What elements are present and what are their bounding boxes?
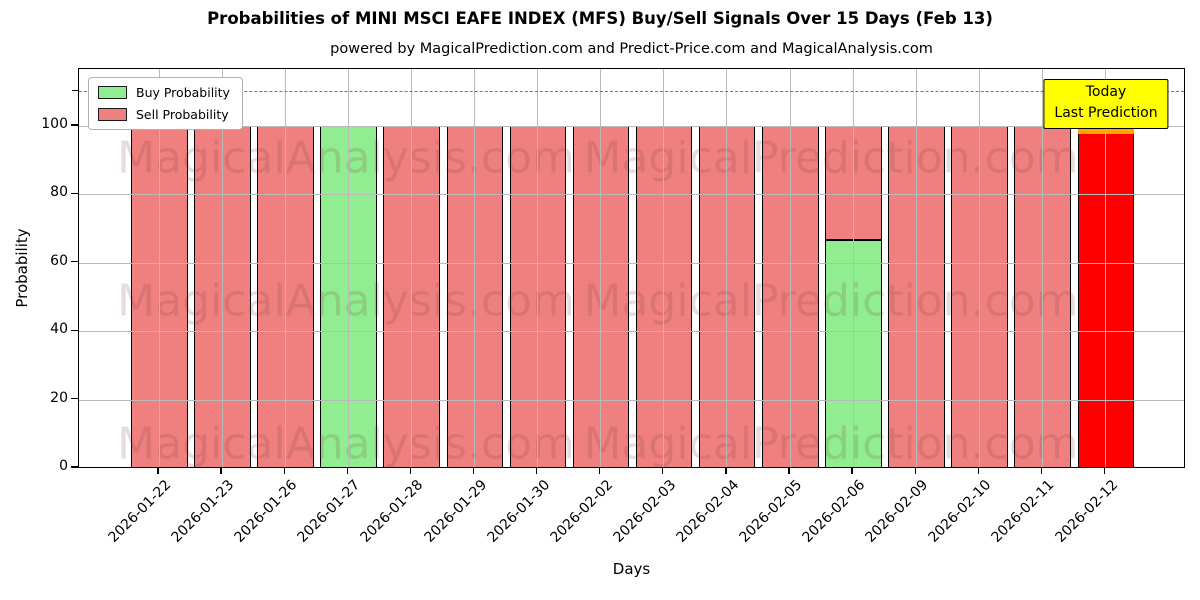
sell-swatch-icon	[98, 108, 127, 121]
y-tick	[71, 124, 78, 126]
legend-sell-label: Sell Probability	[136, 107, 229, 122]
x-gridline	[726, 69, 728, 467]
x-gridline	[221, 69, 223, 467]
y-tick	[71, 329, 78, 331]
y-gridline	[79, 126, 1184, 127]
x-axis-label: Days	[612, 560, 651, 578]
x-tick	[535, 468, 538, 474]
y-gridline	[79, 399, 1184, 401]
y-gridline	[79, 331, 1184, 333]
x-tick	[914, 468, 916, 474]
y-tick-label: 80	[50, 184, 68, 201]
x-tick	[409, 468, 412, 474]
x-gridline	[1041, 69, 1043, 467]
y-tick-label: 100	[41, 116, 68, 132]
y-tick	[71, 466, 78, 468]
x-tick	[346, 468, 348, 474]
x-gridline	[284, 69, 286, 467]
x-gridline	[347, 69, 349, 467]
y-tick-dashed-level	[72, 90, 78, 92]
today-annotation-line2: Last Prediction	[1054, 105, 1158, 121]
x-gridline	[852, 69, 854, 467]
x-gridline	[915, 69, 917, 467]
x-tick	[662, 468, 664, 474]
x-gridline	[158, 69, 160, 467]
legend-buy-label: Buy Probability	[136, 85, 230, 100]
chart-subtitle: powered by MagicalPrediction.com and Pre…	[330, 41, 933, 57]
x-gridline	[600, 69, 602, 467]
legend-item-buy: Buy Probability	[98, 85, 230, 100]
x-tick	[472, 468, 475, 474]
y-tick-label: 60	[50, 252, 68, 269]
legend-item-sell: Sell Probability	[98, 107, 230, 122]
x-gridline	[789, 69, 791, 467]
x-gridline	[474, 69, 475, 467]
x-tick	[977, 468, 979, 474]
y-tick-label: 20	[50, 389, 68, 406]
x-tick	[599, 468, 601, 474]
x-gridline	[1105, 69, 1106, 467]
x-tick	[220, 468, 222, 474]
legend: Buy Probability Sell Probability	[88, 77, 243, 130]
x-gridline	[978, 69, 980, 467]
chart-title: Probabilities of MINI MSCI EAFE INDEX (M…	[207, 9, 993, 28]
x-tick	[1040, 468, 1043, 474]
x-tick	[157, 468, 159, 474]
y-tick-label: 40	[50, 321, 68, 338]
x-gridline	[537, 69, 539, 467]
buy-swatch-icon	[98, 86, 127, 99]
x-tick	[1103, 468, 1106, 474]
y-tick	[71, 192, 78, 195]
today-annotation-line1: Today	[1085, 84, 1127, 100]
y-gridline	[79, 262, 1184, 264]
x-tick	[725, 468, 727, 474]
x-tick	[788, 468, 790, 474]
x-gridline	[410, 69, 412, 467]
y-tick	[71, 397, 78, 400]
y-gridline	[79, 194, 1184, 196]
y-tick-label: 0	[59, 458, 68, 474]
x-tick	[283, 468, 285, 474]
today-annotation: Today Last Prediction	[1043, 79, 1169, 129]
y-tick	[71, 261, 78, 263]
x-tick	[851, 468, 853, 474]
plot-area: MagicalAnalysis.com MagicalPrediction.co…	[78, 68, 1185, 468]
x-gridline	[663, 69, 665, 467]
dashed-threshold-line	[79, 91, 1184, 93]
